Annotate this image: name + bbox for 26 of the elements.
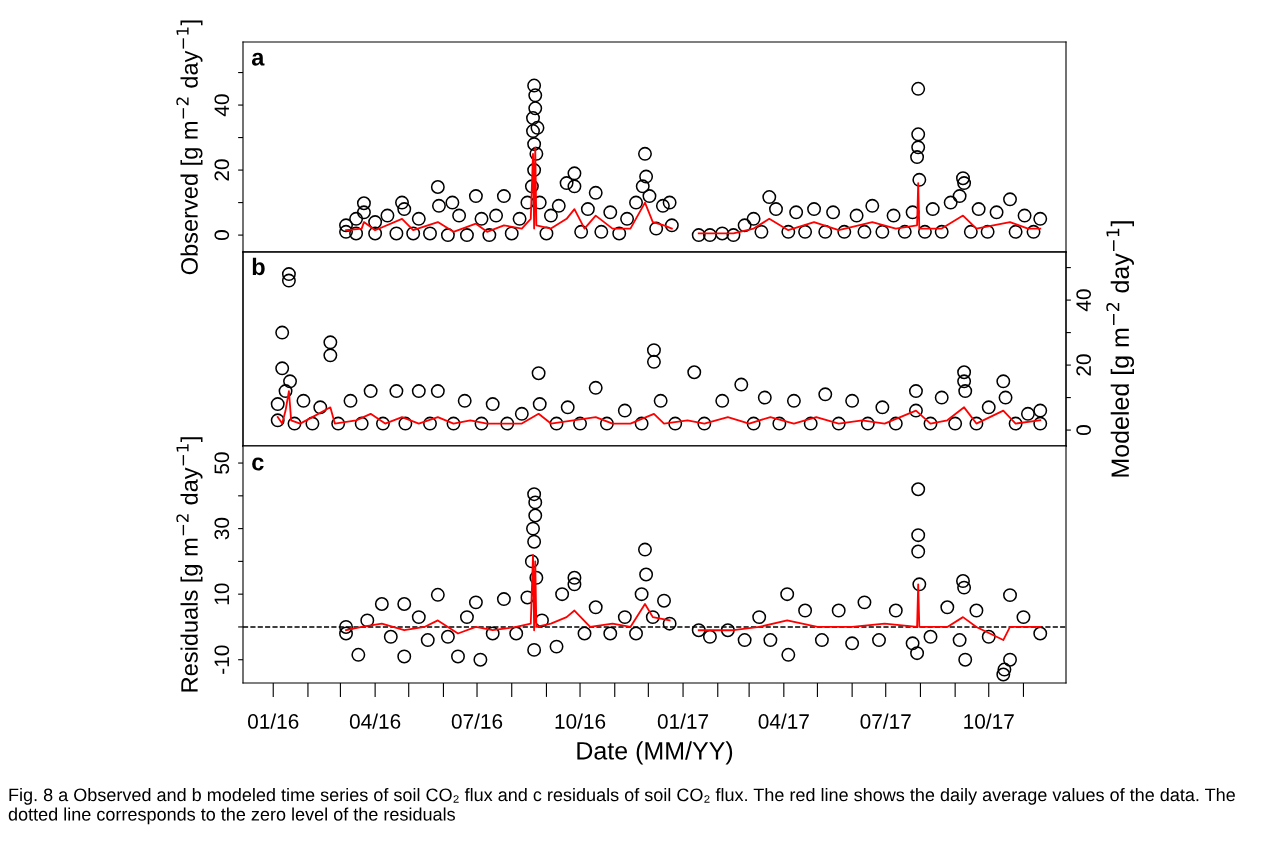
y-tick-label: 30 xyxy=(214,517,230,540)
y-tick-label: 10 xyxy=(214,583,230,605)
caption: Fig. 8 a Observed and b modeled time series of soil CO₂ flux and c residuals of soil CO₂ flux. The red line shows the daily average values of the data. The dotted line corresponds to the zero level of the residuals xyxy=(8,788,1235,825)
x-tick-label: 04/17 xyxy=(758,713,809,729)
x-axis-title: Date (MM/YY) xyxy=(577,741,733,765)
x-tick-label: 07/16 xyxy=(451,713,503,729)
y2-tick-label: 0 xyxy=(1076,425,1092,436)
annotation: a xyxy=(251,52,265,66)
y-tick-label: 50 xyxy=(214,452,230,474)
annotation: b xyxy=(252,257,265,276)
x-tick-label: 01/17 xyxy=(657,713,709,729)
x-tick-label: 07/17 xyxy=(860,713,911,729)
x-tick-label: 10/16 xyxy=(555,713,606,729)
y2-tick-label: 40 xyxy=(1076,289,1092,312)
annotation: c xyxy=(252,457,264,471)
y-axis-title: Observed [g m$^{−2}$ day$^{−1}$] xyxy=(176,20,203,275)
y-tick-label: 40 xyxy=(214,94,230,117)
x-tick-label: 01/16 xyxy=(247,713,299,729)
y-tick-label: 0 xyxy=(214,230,230,241)
y-axis-title: Residuals [g m$^{−2}$ day$^{−1}$] xyxy=(176,437,203,692)
x-tick-label: 10/17 xyxy=(964,713,1014,729)
y2-tick-label: 20 xyxy=(1076,354,1092,376)
x-tick-label: 04/16 xyxy=(349,713,401,729)
y-tick-label: 20 xyxy=(214,159,230,181)
y2-axis-title: Modeled [g m$^{−2}$ day$^{−1}$] xyxy=(1106,221,1134,477)
y-tick-label: -10 xyxy=(214,645,230,674)
